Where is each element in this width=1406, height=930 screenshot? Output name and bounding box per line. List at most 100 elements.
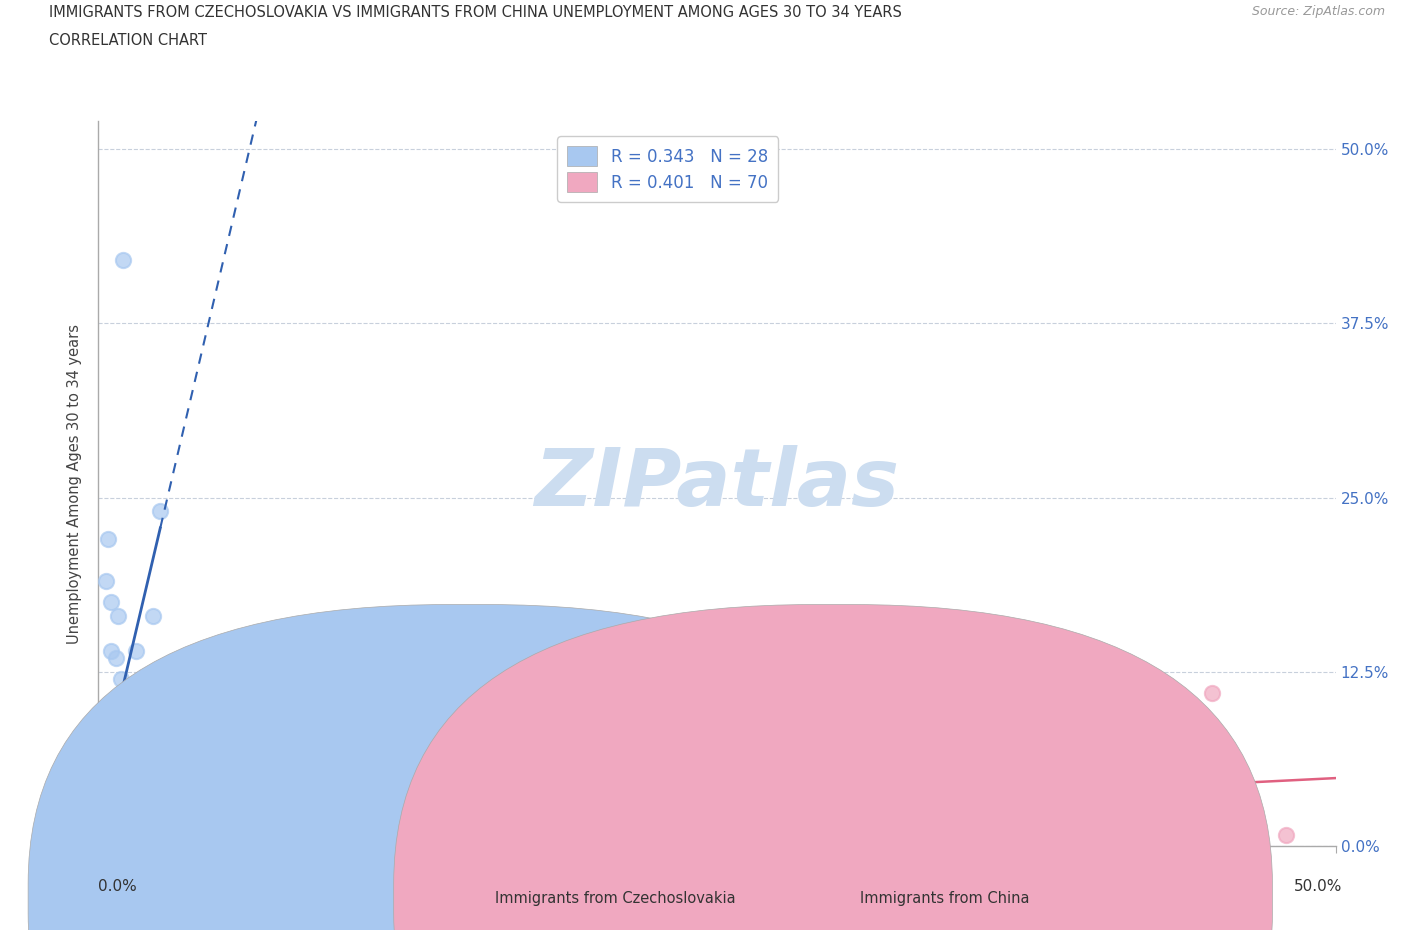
- Point: [117, 839, 139, 854]
- Point: [94, 574, 117, 589]
- Point: [186, 830, 208, 844]
- Point: [236, 830, 259, 844]
- Point: [87, 830, 110, 845]
- Point: [236, 835, 259, 850]
- Point: [211, 835, 233, 850]
- Point: [533, 832, 555, 847]
- Point: [87, 822, 110, 837]
- Point: [103, 727, 125, 742]
- Point: [186, 835, 208, 850]
- Point: [1201, 685, 1223, 700]
- Point: [162, 825, 184, 840]
- Point: [136, 828, 159, 843]
- Point: [87, 839, 110, 854]
- Point: [124, 839, 146, 854]
- Legend: R = 0.343   N = 28, R = 0.401   N = 70: R = 0.343 N = 28, R = 0.401 N = 70: [557, 137, 778, 202]
- Point: [433, 828, 456, 843]
- Point: [484, 832, 506, 847]
- Point: [87, 828, 110, 843]
- Point: [211, 763, 233, 777]
- Point: [112, 253, 135, 268]
- Point: [409, 830, 432, 844]
- Point: [87, 839, 110, 854]
- Point: [87, 839, 110, 854]
- Point: [136, 825, 159, 840]
- Point: [124, 644, 146, 658]
- Point: [149, 828, 172, 843]
- Point: [132, 839, 155, 854]
- Point: [87, 818, 110, 833]
- Point: [260, 835, 283, 850]
- Point: [100, 839, 122, 854]
- Text: Source: ZipAtlas.com: Source: ZipAtlas.com: [1251, 5, 1385, 18]
- Point: [87, 825, 110, 840]
- Point: [879, 832, 901, 847]
- Point: [198, 832, 221, 847]
- Point: [136, 832, 159, 847]
- Point: [174, 832, 197, 847]
- Point: [830, 830, 852, 844]
- Point: [87, 818, 110, 833]
- Point: [149, 504, 172, 519]
- Point: [100, 835, 122, 850]
- Point: [112, 832, 135, 847]
- Point: [260, 832, 283, 847]
- Text: Immigrants from Czechoslovakia: Immigrants from Czechoslovakia: [495, 891, 735, 906]
- Point: [87, 839, 110, 854]
- Point: [458, 830, 481, 844]
- Point: [755, 832, 778, 847]
- Point: [285, 835, 308, 850]
- Point: [384, 832, 406, 847]
- Point: [273, 830, 295, 844]
- Point: [100, 832, 122, 847]
- Point: [142, 609, 165, 624]
- Point: [1126, 833, 1149, 848]
- Point: [104, 651, 127, 666]
- Point: [87, 836, 110, 851]
- Point: [93, 832, 115, 847]
- Point: [706, 699, 728, 714]
- Point: [97, 532, 120, 547]
- Point: [112, 839, 135, 854]
- Point: [582, 830, 605, 844]
- Point: [335, 830, 357, 844]
- Point: [124, 832, 146, 847]
- Point: [1275, 828, 1298, 843]
- Point: [186, 832, 208, 847]
- Point: [100, 644, 122, 658]
- Point: [100, 595, 122, 610]
- Point: [631, 830, 654, 845]
- Point: [285, 832, 308, 847]
- Point: [87, 835, 110, 850]
- Point: [211, 839, 233, 854]
- Point: [508, 830, 530, 844]
- Text: 50.0%: 50.0%: [1295, 879, 1343, 894]
- Text: IMMIGRANTS FROM CZECHOSLOVAKIA VS IMMIGRANTS FROM CHINA UNEMPLOYMENT AMONG AGES : IMMIGRANTS FROM CZECHOSLOVAKIA VS IMMIGR…: [49, 5, 903, 20]
- Point: [87, 839, 110, 854]
- Point: [360, 832, 382, 847]
- Point: [112, 835, 135, 850]
- Point: [162, 832, 184, 847]
- Point: [100, 828, 122, 843]
- Point: [162, 839, 184, 854]
- Point: [87, 832, 110, 847]
- Point: [335, 828, 357, 843]
- Point: [87, 835, 110, 850]
- Point: [224, 832, 246, 847]
- Point: [87, 830, 110, 844]
- Point: [117, 830, 139, 844]
- Point: [174, 727, 197, 742]
- Point: [162, 830, 184, 844]
- Point: [309, 832, 332, 847]
- Point: [136, 818, 159, 833]
- Point: [298, 830, 321, 844]
- Text: 0.0%: 0.0%: [98, 879, 138, 894]
- Point: [87, 821, 110, 836]
- Point: [953, 685, 976, 700]
- Text: ZIPatlas: ZIPatlas: [534, 445, 900, 523]
- Point: [87, 832, 110, 847]
- Point: [93, 839, 115, 854]
- Point: [87, 836, 110, 851]
- Point: [87, 825, 110, 840]
- Text: CORRELATION CHART: CORRELATION CHART: [49, 33, 207, 47]
